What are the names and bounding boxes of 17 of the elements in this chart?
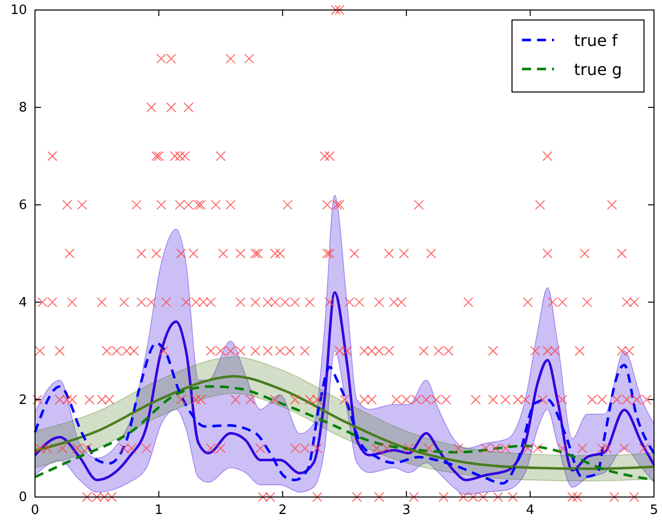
y-tick-label: 10 [10, 3, 27, 18]
x-tick-label: 1 [154, 503, 163, 518]
y-tick-label: 2 [18, 392, 27, 408]
x-tick-label: 2 [278, 503, 287, 518]
legend-label: true g [574, 60, 622, 79]
x-tick-label: 3 [402, 503, 411, 518]
legend-label: true f [574, 31, 618, 50]
line-series [34, 291, 656, 482]
y-tick-label: 0 [18, 490, 27, 506]
x-tick-label: 0 [30, 503, 40, 518]
x-tick-label: 5 [650, 503, 658, 518]
x-tick-label: 4 [526, 503, 534, 518]
y-tick-label: 8 [18, 100, 27, 116]
line-series [34, 374, 656, 470]
y-tick-label: 4 [18, 295, 27, 310]
line-series [34, 385, 656, 482]
y-tick-label: 6 [18, 198, 27, 213]
